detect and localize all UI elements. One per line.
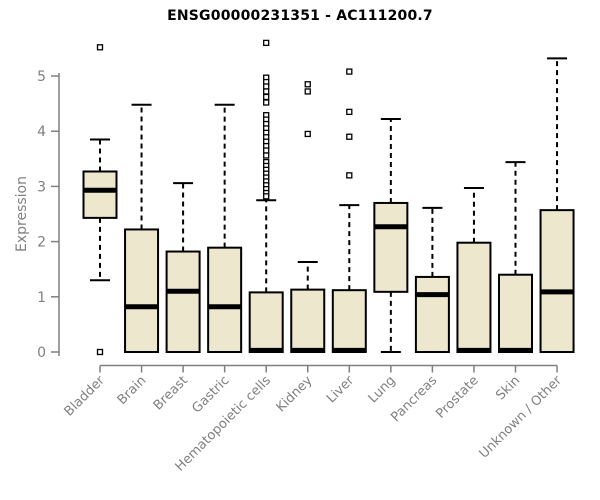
y-tick-label: 2 bbox=[37, 235, 46, 251]
outlier-point bbox=[304, 130, 311, 138]
y-tick-label: 4 bbox=[37, 124, 46, 140]
x-tick-label: Kidney bbox=[274, 373, 316, 415]
x-tick-label: Bladder bbox=[62, 373, 109, 420]
box-skin bbox=[498, 273, 533, 353]
x-tick-label: Liver bbox=[324, 373, 358, 407]
box-prostate bbox=[456, 241, 492, 353]
y-tick-label: 0 bbox=[37, 345, 46, 361]
box-gastric bbox=[207, 246, 243, 353]
y-tick-label: 3 bbox=[37, 179, 46, 195]
outlier-point bbox=[304, 81, 311, 88]
box-brain bbox=[124, 228, 160, 353]
box-unknown-other bbox=[539, 209, 575, 353]
outlier-point bbox=[263, 99, 270, 106]
box-hematopoietic-cells bbox=[248, 291, 284, 354]
outlier-point bbox=[346, 108, 353, 116]
x-tick-label: Prostate bbox=[433, 373, 481, 421]
x-tick-label: Breast bbox=[151, 373, 191, 413]
outlier-point bbox=[263, 193, 270, 200]
outlier-point bbox=[346, 133, 353, 140]
box-pancreas bbox=[414, 275, 450, 354]
box-breast bbox=[165, 250, 201, 353]
y-tick-label: 1 bbox=[37, 290, 46, 306]
y-tick-label: 5 bbox=[37, 69, 46, 85]
box-lung bbox=[373, 201, 409, 293]
box-liver bbox=[331, 289, 367, 353]
x-tick-label: Lung bbox=[366, 373, 399, 406]
chart-title: ENSG00000231351 - AC111200.7 bbox=[167, 8, 433, 24]
outlier-point bbox=[263, 88, 270, 95]
x-tick-label: Brain bbox=[115, 373, 150, 408]
outlier-point bbox=[263, 83, 270, 90]
outlier-point bbox=[263, 152, 270, 159]
box-bladder bbox=[82, 170, 118, 219]
outlier-point bbox=[346, 172, 353, 179]
outlier-point bbox=[263, 93, 270, 101]
x-tick-label: Skin bbox=[493, 373, 523, 403]
outlier-point bbox=[346, 68, 353, 75]
outlier-point bbox=[263, 147, 270, 154]
outlier-point bbox=[304, 88, 311, 95]
x-tick-label: Pancreas bbox=[388, 373, 440, 425]
outlier-point bbox=[263, 39, 270, 47]
outlier-point bbox=[96, 44, 104, 51]
outlier-point bbox=[96, 348, 104, 356]
box-kidney bbox=[290, 288, 326, 353]
